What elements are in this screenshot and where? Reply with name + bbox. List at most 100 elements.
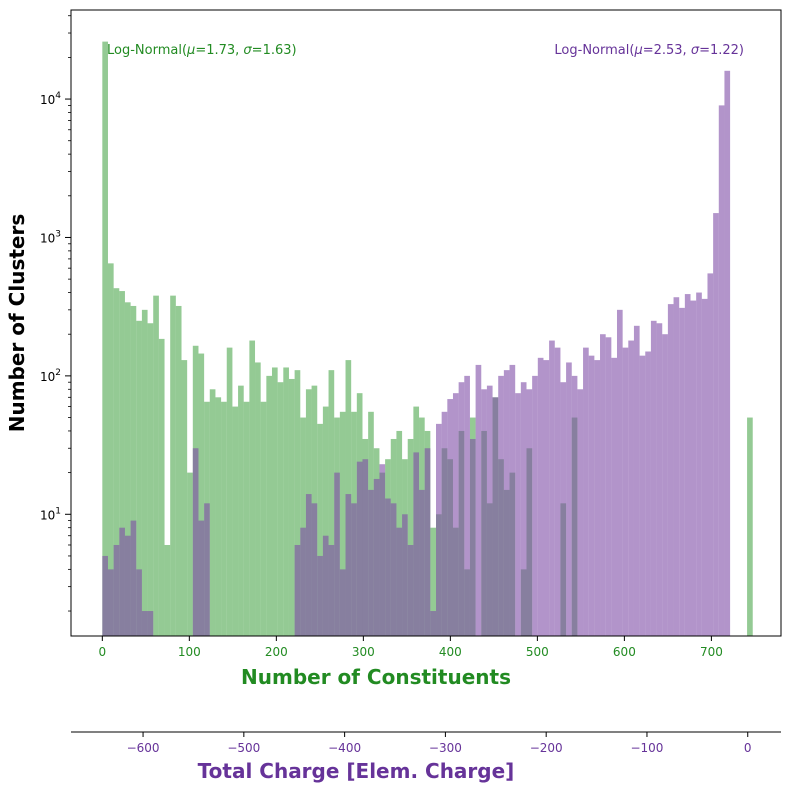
x2-tick-label-6: 0 [744, 741, 752, 755]
x-axis-ticks: 0 100 200 300 400 500 600 700 [99, 636, 723, 659]
purple-bar-106 [701, 298, 708, 636]
purple-bar-108 [713, 213, 719, 636]
green-bar-2 [113, 288, 120, 636]
green-bar-7 [141, 309, 148, 636]
green-bar-8 [147, 323, 154, 636]
purple-bar-63 [458, 382, 465, 636]
x-tick-label-2: 200 [265, 645, 288, 659]
x-tick-label-1: 100 [178, 645, 201, 659]
purple-bar-89 [605, 337, 612, 636]
green-bar-10 [158, 338, 165, 636]
purple-bar-98 [656, 323, 663, 636]
x-tick-label-7: 700 [700, 645, 723, 659]
purple-bar-86 [588, 355, 595, 636]
purple-bar-55 [413, 452, 420, 636]
green-bar-26 [249, 340, 256, 636]
purple-bar-104 [690, 300, 697, 636]
green-bar-5 [130, 305, 137, 636]
annotation-green-sigma: σ [243, 43, 252, 58]
annotation-green: Log-Normal(μ=1.73, σ=1.63) [107, 43, 297, 58]
purple-bars [102, 70, 731, 636]
x-tick-label-0: 0 [99, 645, 107, 659]
green-bar-19 [209, 389, 216, 636]
purple-bar-92 [622, 347, 629, 636]
purple-bar-78 [543, 360, 550, 636]
green-bar-25 [243, 401, 250, 636]
purple-bar-61 [447, 399, 453, 636]
x2-tick-label-3: −300 [429, 741, 462, 755]
annotation-purple-prefix: Log-Normal( [554, 43, 634, 58]
green-bar-34 [294, 370, 301, 636]
purple-bar-52 [396, 527, 403, 636]
green-bar-22 [226, 347, 233, 636]
purple-bar-62 [452, 393, 459, 636]
green-bar-32 [283, 367, 289, 636]
purple-bar-38 [317, 555, 323, 636]
y-axis-ticks: 101 102 103 104 [40, 15, 71, 612]
green-bar-6 [136, 320, 142, 636]
green-bar-29 [266, 375, 272, 636]
annotation-purple-sigma: σ [691, 43, 700, 58]
x2-axis: −600 −500 −400 −300 −200 −100 0 [71, 731, 781, 755]
purple-bar-95 [639, 355, 646, 636]
purple-bar-93 [628, 340, 634, 636]
purple-bar-79 [549, 340, 555, 636]
x2-tick-label-4: −200 [530, 741, 563, 755]
purple-bar-41 [334, 472, 340, 636]
purple-bar-45 [356, 461, 363, 636]
purple-bar-58 [430, 611, 437, 636]
green-bar-42 [339, 411, 346, 636]
green-bar-9 [153, 295, 159, 636]
purple-bar-110 [724, 70, 731, 636]
green-bar-3 [119, 291, 125, 636]
annotation-green-prefix: Log-Normal( [107, 43, 187, 58]
annotation-green-mu: μ [186, 43, 195, 58]
green-bar-13 [175, 305, 182, 636]
purple-bar-67 [481, 389, 487, 636]
purple-bar-65 [469, 438, 476, 636]
purple-bar-57 [424, 448, 431, 636]
green-bar-33 [288, 378, 295, 636]
x2-axis-label: Total Charge [Elem. Charge] [198, 759, 515, 783]
green-bar-12 [170, 295, 176, 636]
green-bar-27 [255, 362, 261, 636]
y-axis-label: Number of Clusters [5, 214, 29, 433]
purple-bar-2 [113, 544, 120, 636]
purple-bar-46 [362, 459, 369, 636]
purple-bar-73 [515, 393, 521, 636]
purple-bar-83 [571, 375, 578, 636]
purple-bar-102 [679, 307, 685, 636]
annotation-purple-mu: μ [633, 43, 642, 58]
green-bar-23 [232, 406, 239, 636]
green-bar-11 [164, 544, 171, 636]
purple-bar-48 [373, 478, 380, 636]
purple-bar-85 [583, 347, 589, 636]
green-bar-1 [107, 263, 114, 636]
green-bar-54 [407, 438, 414, 636]
purple-bar-47 [368, 489, 374, 636]
purple-bar-59 [436, 423, 442, 636]
purple-bar-84 [577, 389, 584, 636]
x2-tick-label-2: −400 [328, 741, 361, 755]
purple-bar-90 [611, 357, 617, 636]
purple-bar-64 [464, 375, 470, 636]
purple-bar-97 [650, 320, 657, 636]
green-bar-21 [221, 401, 227, 636]
purple-bar-70 [498, 375, 504, 636]
purple-bar-77 [537, 357, 544, 636]
green-bar-14 [181, 360, 188, 636]
y-tick-label-3: 104 [40, 91, 61, 107]
purple-bar-68 [486, 385, 493, 636]
purple-bar-101 [673, 297, 680, 636]
purple-bar-7 [141, 611, 148, 636]
purple-bar-36 [305, 494, 312, 636]
green-bar-28 [260, 401, 267, 636]
purple-bar-16 [192, 448, 199, 636]
purple-bar-35 [300, 527, 306, 636]
purple-bar-39 [322, 535, 329, 636]
purple-bar-91 [616, 309, 623, 636]
purple-bar-1 [107, 569, 114, 636]
purple-bar-94 [633, 325, 640, 636]
y-tick-label-1: 102 [40, 368, 61, 384]
